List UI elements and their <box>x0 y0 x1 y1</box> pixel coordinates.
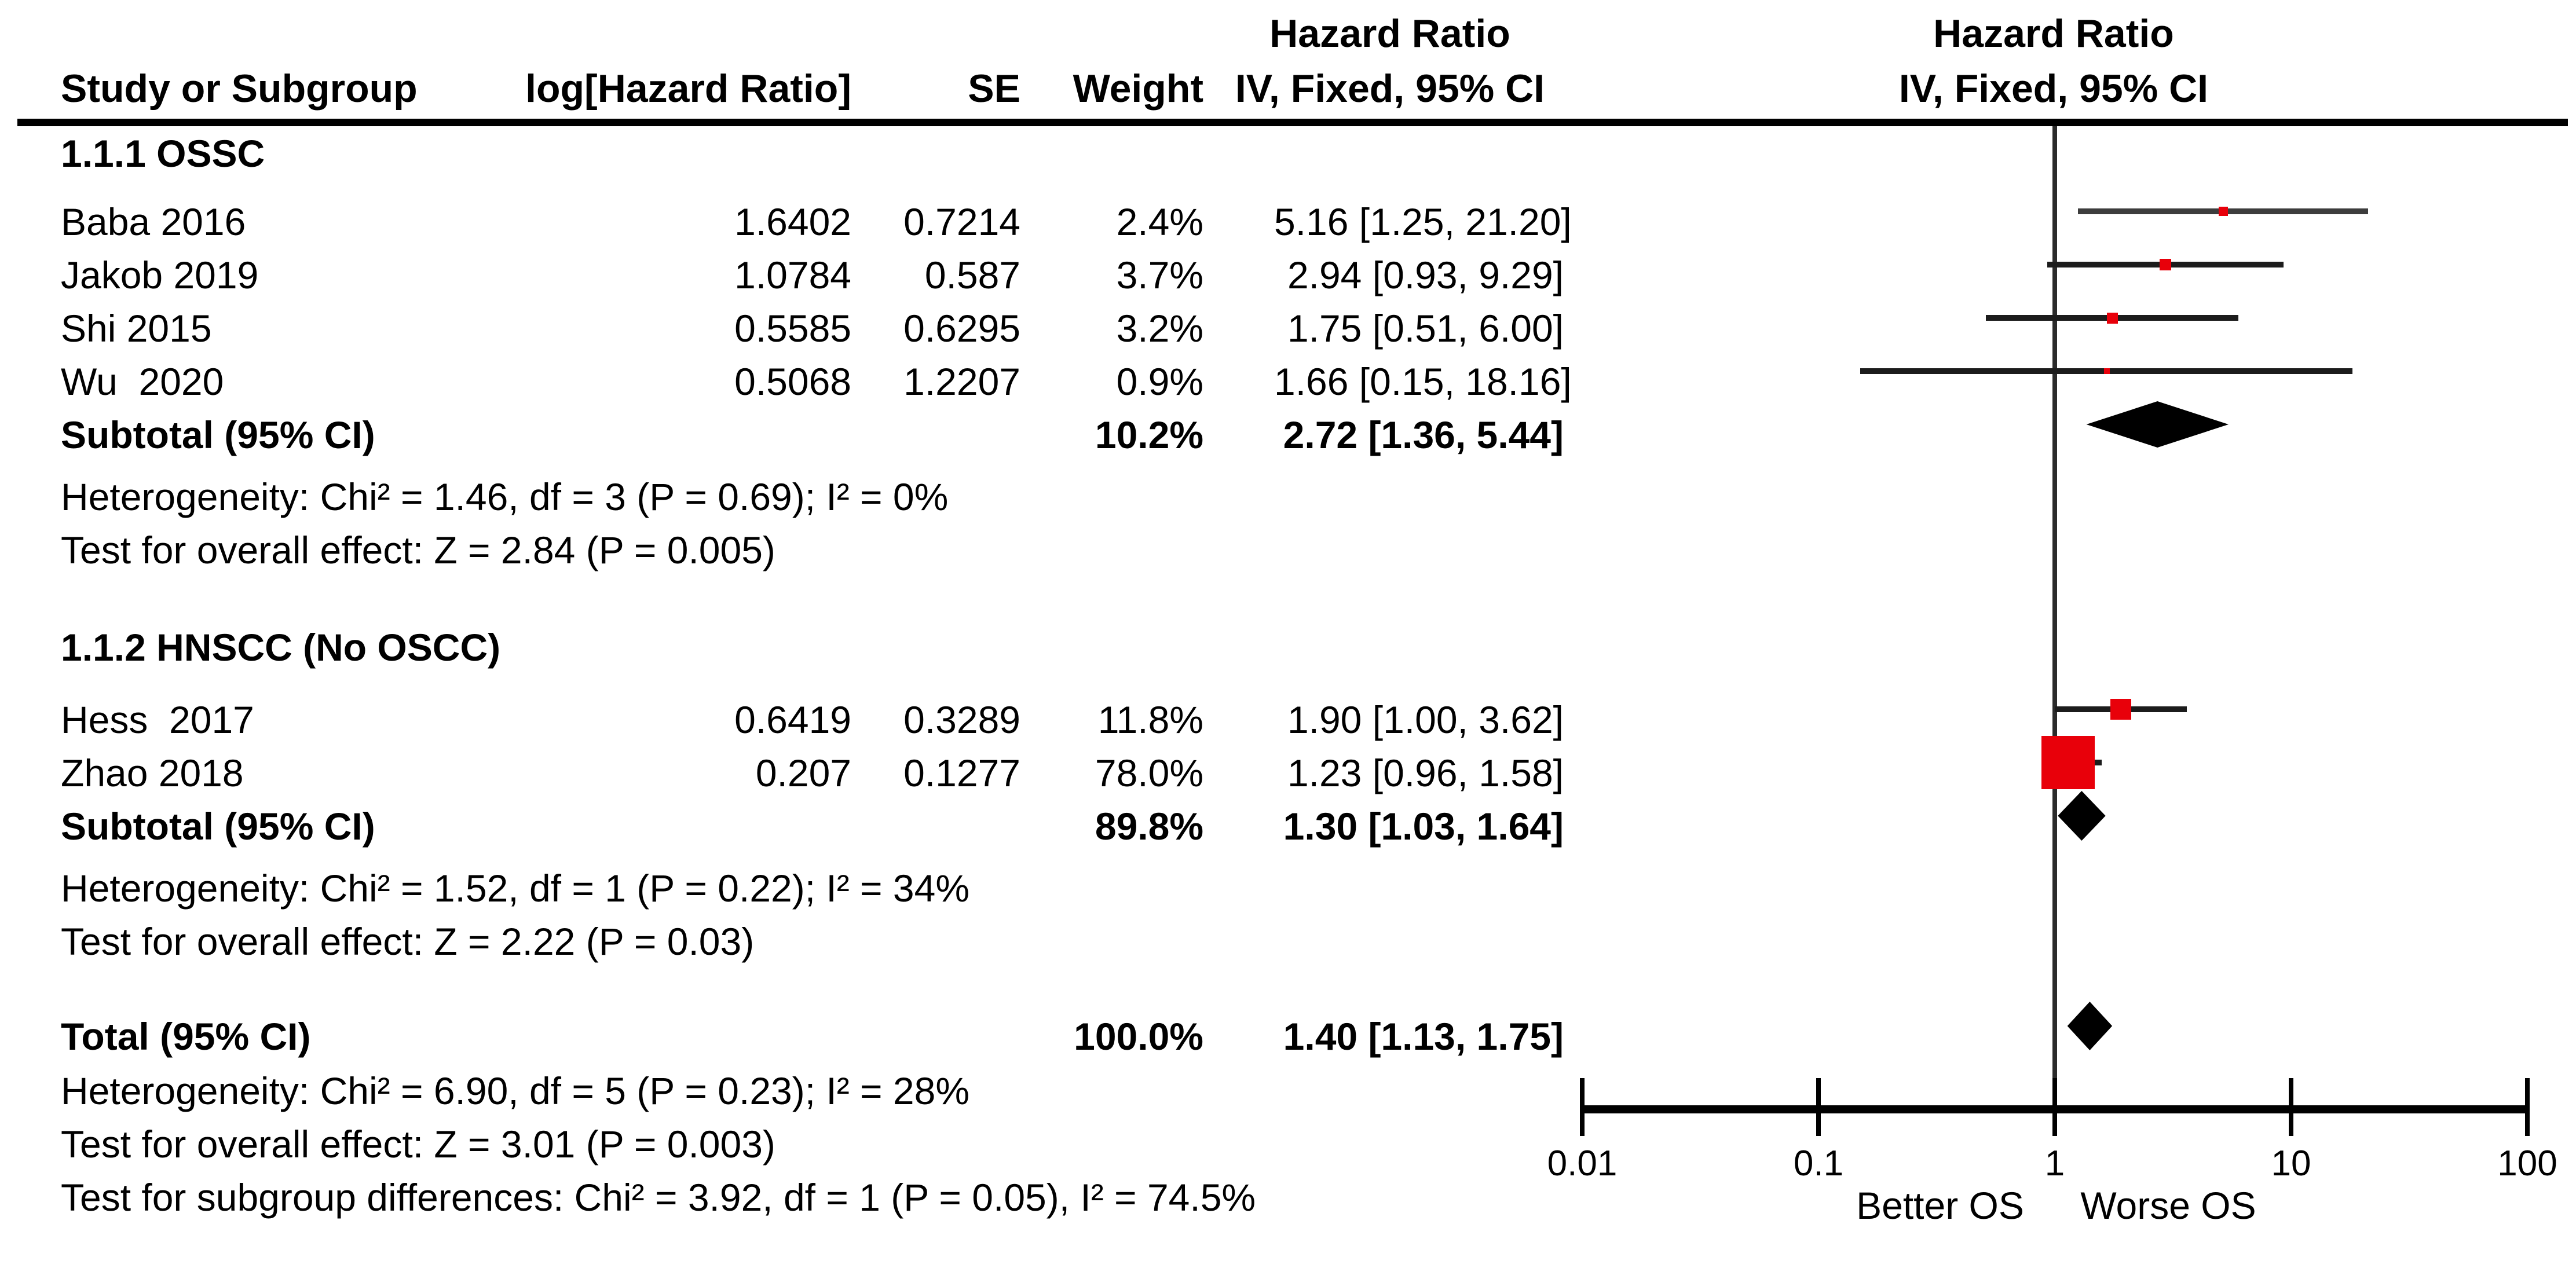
right-effect-header: Hazard Ratio <box>1933 12 2174 56</box>
study-name: Shi 2015 <box>61 307 212 350</box>
ci-value: 1.23 [0.96, 1.58] <box>1287 752 1564 794</box>
point-estimate-marker <box>2041 736 2095 789</box>
weight-value: 2.4% <box>1116 200 1203 243</box>
total-label: Total (95% CI) <box>61 1015 311 1058</box>
study-row: Shi 2015 0.5585 0.6295 3.2% 1.75 [0.51, … <box>0 302 1564 355</box>
ci-value: 1.30 [1.03, 1.64] <box>1283 805 1564 848</box>
section-label: 1.1.1 OSSC <box>61 132 265 175</box>
heterogeneity-line: Heterogeneity: Chi² = 6.90, df = 5 (P = … <box>61 1069 970 1112</box>
overall-effect-line: Test for overall effect: Z = 3.01 (P = 0… <box>61 1123 775 1166</box>
study-row: Jakob 2019 1.0784 0.587 3.7% 2.94 [0.93,… <box>0 248 1564 302</box>
loghr-value: 1.0784 <box>734 254 851 296</box>
loghr-value: 0.5068 <box>734 360 851 403</box>
ci-value: 2.72 [1.36, 5.44] <box>1283 413 1564 456</box>
weight-value: 3.7% <box>1116 254 1203 296</box>
subtotal-label: Subtotal (95% CI) <box>61 805 375 848</box>
loghr-value: 0.6419 <box>734 698 851 741</box>
weight-value: 100.0% <box>1074 1015 1203 1058</box>
point-estimate-marker <box>2160 259 2172 270</box>
subtotal-row: Subtotal (95% CI) 89.8% 1.30 [1.03, 1.64… <box>0 800 1564 853</box>
heterogeneity-line: Heterogeneity: Chi² = 1.52, df = 1 (P = … <box>61 867 970 910</box>
axis-tick-label: 0.1 <box>1793 1144 1844 1183</box>
subtotal-diamond <box>2058 791 2106 841</box>
study-row: Hess 2017 0.6419 0.3289 11.8% 1.90 [1.00… <box>0 693 1564 746</box>
axis-tick <box>2052 1078 2057 1136</box>
heterogeneity-line: Heterogeneity: Chi² = 1.46, df = 3 (P = … <box>61 475 949 518</box>
col-header-se: SE <box>968 67 1020 111</box>
direction-label-worse: Worse OS <box>2080 1184 2256 1227</box>
ci-value: 5.16 [1.25, 21.20] <box>1274 200 1572 243</box>
study-name: Baba 2016 <box>61 200 246 243</box>
left-effect-header: Hazard Ratio <box>1269 12 1510 56</box>
se-value: 0.7214 <box>903 200 1020 243</box>
point-estimate-marker <box>2106 312 2118 324</box>
se-value: 0.6295 <box>903 307 1020 350</box>
subtotal-label: Subtotal (95% CI) <box>61 413 375 456</box>
loghr-value: 0.5585 <box>734 307 851 350</box>
axis-tick-label: 1 <box>2044 1144 2065 1183</box>
weight-value: 3.2% <box>1116 307 1203 350</box>
ci-value: 1.40 [1.13, 1.75] <box>1283 1015 1564 1058</box>
ci-value: 2.94 [0.93, 9.29] <box>1287 254 1564 296</box>
axis-tick-label: 0.01 <box>1547 1144 1618 1183</box>
point-estimate-marker <box>2110 699 2131 720</box>
direction-label-better: Better OS <box>1856 1184 2024 1227</box>
axis-tick-label: 10 <box>2271 1144 2311 1183</box>
ci-value: 1.66 [0.15, 18.16] <box>1274 360 1572 403</box>
col-header-ci: IV, Fixed, 95% CI <box>1235 67 1545 111</box>
study-name: Jakob 2019 <box>61 254 259 296</box>
study-name: Hess 2017 <box>61 698 254 741</box>
subtotal-row: Subtotal (95% CI) 10.2% 2.72 [1.36, 5.44… <box>0 408 1564 461</box>
axis-tick <box>2525 1078 2530 1136</box>
axis-tick <box>1580 1078 1585 1136</box>
axis-tick-label: 100 <box>2497 1144 2557 1183</box>
overall-effect-line: Test for overall effect: Z = 2.84 (P = 0… <box>61 529 775 571</box>
section-label: 1.1.2 HNSCC (No OSCC) <box>61 626 501 669</box>
loghr-value: 0.207 <box>755 752 851 794</box>
study-row: Baba 2016 1.6402 0.7214 2.4% 5.16 [1.25,… <box>0 195 1572 248</box>
loghr-value: 1.6402 <box>734 200 851 243</box>
axis-tick <box>2289 1078 2293 1136</box>
se-value: 0.1277 <box>903 752 1020 794</box>
subtotal-diamond <box>2086 401 2229 448</box>
se-value: 0.587 <box>924 254 1020 296</box>
total-row: Total (95% CI) 100.0% 1.40 [1.13, 1.75] <box>0 1010 1564 1063</box>
weight-value: 78.0% <box>1095 752 1203 794</box>
study-name: Wu 2020 <box>61 360 224 403</box>
point-estimate-marker <box>2103 368 2110 374</box>
study-row: Zhao 2018 0.207 0.1277 78.0% 1.23 [0.96,… <box>0 746 1564 800</box>
overall-effect-line: Test for overall effect: Z = 2.22 (P = 0… <box>61 920 755 963</box>
study-name: Zhao 2018 <box>61 752 244 794</box>
se-value: 0.3289 <box>903 698 1020 741</box>
header-rule <box>17 119 2568 126</box>
total-diamond <box>2067 1002 2113 1050</box>
weight-value: 0.9% <box>1116 360 1203 403</box>
null-effect-line <box>2052 126 2057 1109</box>
weight-value: 10.2% <box>1095 413 1203 456</box>
subgroup-differences-line: Test for subgroup differences: Chi² = 3.… <box>61 1176 1256 1219</box>
weight-value: 11.8% <box>1097 698 1203 741</box>
col-header-loghr: log[Hazard Ratio] <box>525 67 851 111</box>
right-method-header: IV, Fixed, 95% CI <box>1898 67 2209 111</box>
ci-value: 1.90 [1.00, 3.62] <box>1287 698 1564 741</box>
axis-tick <box>1816 1078 1821 1136</box>
study-row: Wu 2020 0.5068 1.2207 0.9% 1.66 [0.15, 1… <box>0 355 1572 408</box>
ci-value: 1.75 [0.51, 6.00] <box>1287 307 1564 350</box>
se-value: 1.2207 <box>903 360 1020 403</box>
col-header-study: Study or Subgroup <box>61 67 418 111</box>
point-estimate-marker <box>2218 207 2228 216</box>
col-header-weight: Weight <box>1073 67 1203 111</box>
weight-value: 89.8% <box>1095 805 1203 848</box>
